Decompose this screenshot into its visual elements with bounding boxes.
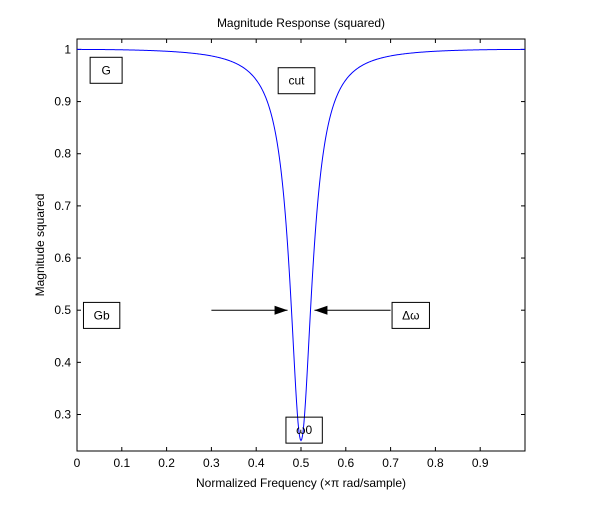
y-axis-ticks: 0.3 0.4 0.5 0.6 0.7 0.8 0.9 1	[54, 42, 525, 421]
annotation-Gb: Gb	[82, 301, 121, 329]
magnitude-curve	[77, 48, 525, 442]
x-tick-label: 0	[74, 456, 81, 470]
x-tick-label: 0.4	[248, 456, 265, 470]
arrow-head	[314, 305, 328, 315]
y-axis-label: Magnitude squared	[33, 194, 47, 297]
annotation-box	[391, 301, 430, 329]
x-tick-label: 0.2	[158, 456, 175, 470]
x-tick-label: 0.3	[203, 456, 220, 470]
y-tick-label: 0.3	[54, 407, 71, 421]
annotation-text: ω0	[296, 423, 312, 437]
annotation-box	[285, 416, 323, 444]
annotation-cut: cut	[277, 67, 316, 95]
annotation-box	[277, 67, 316, 95]
bandwidth-arrows	[211, 305, 391, 315]
x-tick-label: 0.7	[382, 456, 399, 470]
x-axis-label: Normalized Frequency (×π rad/sample)	[196, 476, 406, 490]
x-axis-ticks: 0 0.1 0.2 0.3 0.4 0.5 0.6 0.7 0.8 0.9	[74, 39, 489, 470]
annotation-box	[89, 56, 123, 84]
x-tick-label: 0.6	[337, 456, 354, 470]
annotation-dw: Δω	[391, 301, 430, 329]
annotation-text: G	[101, 63, 110, 77]
x-tick-label: 0.9	[472, 456, 489, 470]
plot-area: 0 0.1 0.2 0.3 0.4 0.5 0.6 0.7 0.8 0.9 0.30.40.50.…	[54, 38, 526, 470]
y-tick-label: 1	[64, 42, 71, 56]
x-tick-label: 0.5	[293, 456, 310, 470]
chart-title: Magnitude Response (squared)	[217, 16, 385, 30]
annotation-box	[82, 301, 121, 329]
y-tick-label: 0.8	[54, 147, 71, 161]
y-tick-label: 0.7	[54, 199, 71, 213]
arrow-head	[274, 305, 288, 315]
y-tick-label: 0.4	[54, 355, 71, 369]
x-tick-label: 0.8	[427, 456, 444, 470]
annotation-text: Δω	[402, 308, 419, 322]
y-tick-label: 0.5	[54, 303, 71, 317]
x-tick-label: 0.1	[113, 456, 130, 470]
y-tick-label: 0.6	[54, 251, 71, 265]
annotation-text: Gb	[94, 308, 110, 322]
annotation-G: G	[89, 56, 123, 84]
annotation-text: cut	[289, 74, 306, 88]
axes-box	[76, 38, 526, 452]
y-tick-label: 0.9	[54, 95, 71, 109]
annotation-w0: ω0	[285, 416, 323, 444]
